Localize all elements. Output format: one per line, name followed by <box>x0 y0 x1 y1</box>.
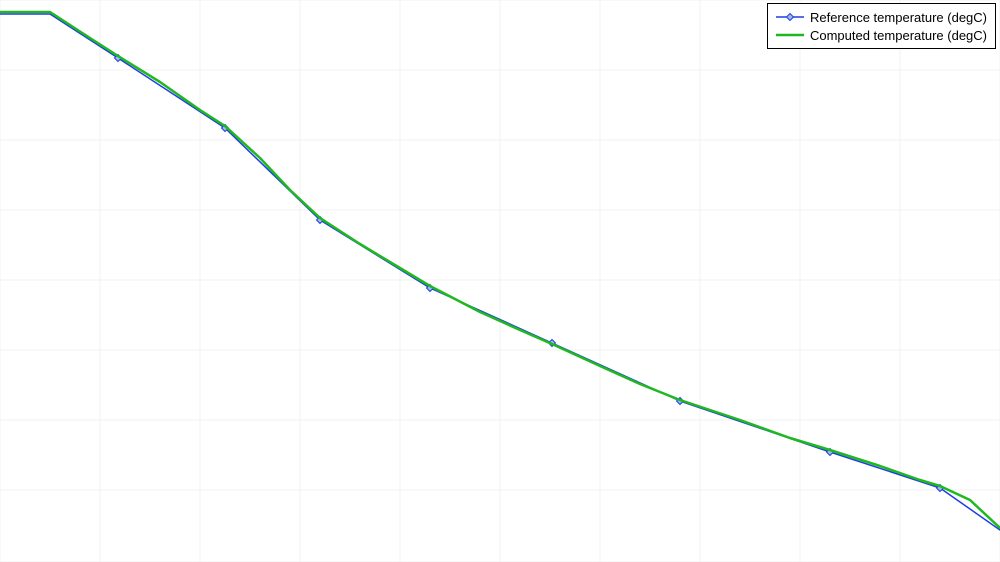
legend-item: Reference temperature (degC) <box>776 8 987 26</box>
chart-legend: Reference temperature (degC) Computed tem… <box>767 3 996 49</box>
legend-swatch <box>776 10 804 24</box>
legend-swatch <box>776 28 804 42</box>
legend-item: Computed temperature (degC) <box>776 26 987 44</box>
legend-label: Reference temperature (degC) <box>810 10 987 25</box>
temperature-line-chart: Reference temperature (degC) Computed tem… <box>0 0 1000 562</box>
chart-canvas <box>0 0 1000 562</box>
legend-label: Computed temperature (degC) <box>810 28 987 43</box>
